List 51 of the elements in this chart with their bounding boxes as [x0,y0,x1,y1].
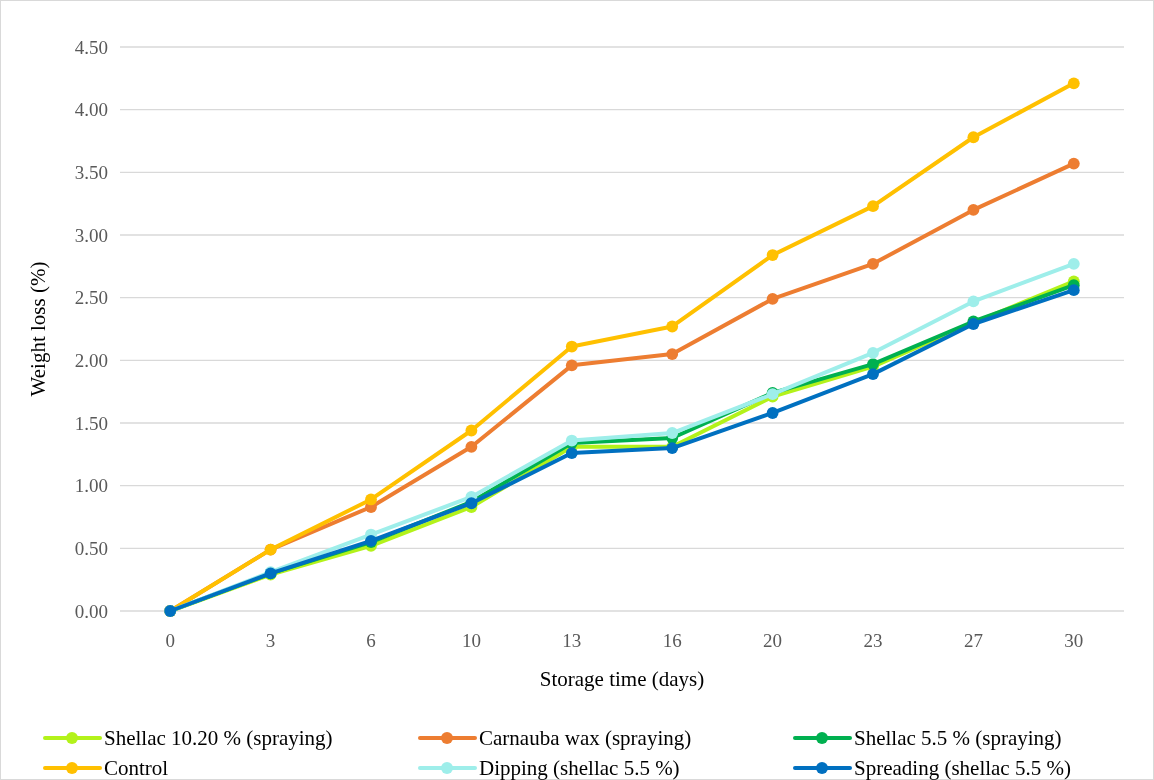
y-tick-label: 2.50 [74,287,108,309]
point [565,447,578,459]
point [766,293,779,305]
x-tick-label: 30 [1064,630,1084,651]
point [867,346,879,359]
point [1067,157,1080,170]
point [867,257,879,270]
point [365,493,377,506]
point [666,348,679,360]
x-tick-label: 27 [963,630,983,651]
legend-label: Dipping (shellac 5.5 %) [479,756,680,780]
point [967,295,980,308]
x-tick-label: 3 [265,630,276,651]
y-tick-label: 3.50 [74,161,108,183]
x-tick-label: 23 [863,630,883,651]
point [465,440,478,453]
point [867,200,879,213]
x-tick-label: 10 [461,630,481,651]
legend-label: Control [104,756,169,780]
point [1067,77,1080,90]
x-tick-label: 20 [763,630,783,651]
legend-label: Spreading (shellac 5.5 %) [854,756,1071,780]
y-tick-label: 0.00 [74,600,108,622]
x-tick-label: 6 [366,630,376,651]
legend-label: Shellac 5.5 % (spraying) [854,726,1062,751]
y-tick-label: 1.50 [74,412,108,434]
point [666,320,679,333]
y-tick-label: 2.00 [74,349,108,371]
point [666,427,679,439]
point [867,368,879,381]
y-tick-label: 1.00 [74,475,108,497]
point [565,340,578,353]
y-tick-label: 4.00 [74,99,108,121]
point [1067,284,1080,297]
y-axis-title: Weight loss (%) [26,261,50,397]
point [1067,257,1080,270]
point [967,204,980,216]
y-tick-label: 3.00 [74,224,108,246]
point [565,359,578,372]
x-tick-label: 16 [662,630,682,651]
legend-label: Carnauba wax (spraying) [479,726,692,751]
legend-label: Shellac 10.20 % (spraying) [104,726,333,751]
point [766,249,779,261]
x-tick-label: 0 [165,630,175,651]
point [967,131,980,144]
x-axis-title: Storage time (days) [539,667,705,691]
point [465,424,478,437]
y-tick-label: 0.50 [74,537,108,559]
y-tick-label: 4.50 [74,36,108,58]
point [766,407,779,419]
x-tick-label: 13 [562,630,582,651]
